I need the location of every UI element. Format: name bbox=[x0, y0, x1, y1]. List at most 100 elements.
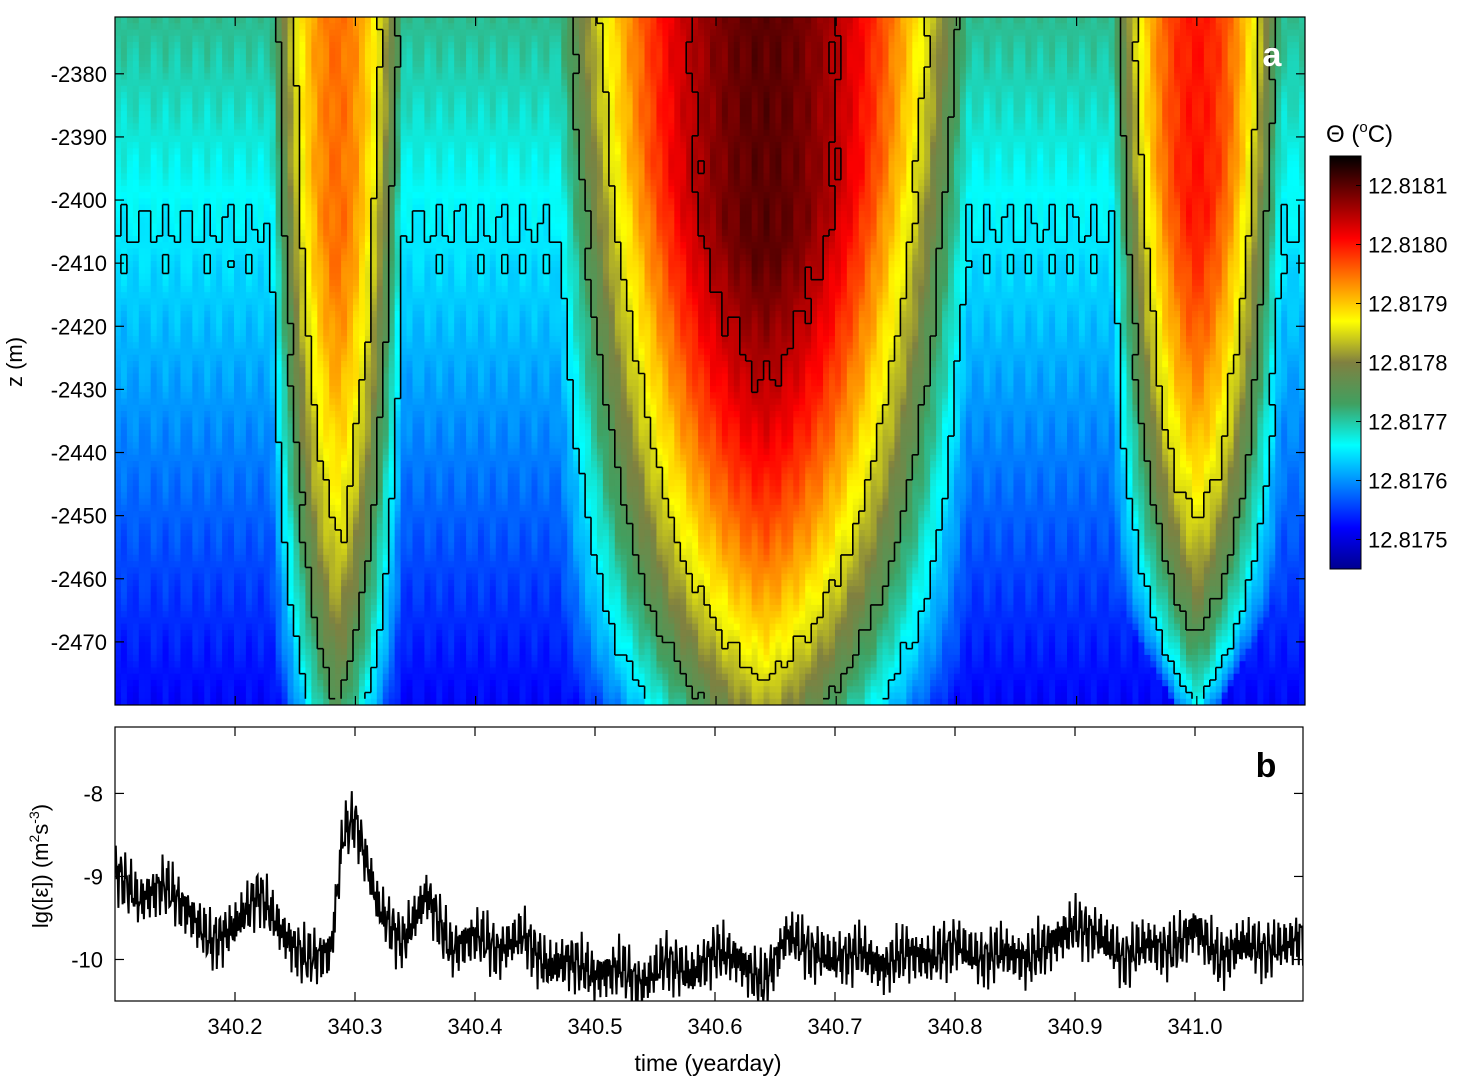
heatmap-cell bbox=[198, 36, 205, 43]
heatmap-cell bbox=[395, 167, 402, 174]
heatmap-cell bbox=[1025, 86, 1032, 93]
heatmap-cell bbox=[1127, 86, 1134, 93]
heatmap-cell bbox=[645, 130, 652, 137]
heatmap-cell bbox=[561, 142, 568, 149]
heatmap-cell bbox=[395, 123, 402, 130]
heatmap-cell bbox=[228, 48, 235, 55]
heatmap-cell bbox=[1138, 23, 1145, 30]
heatmap-cell bbox=[656, 123, 663, 130]
heatmap-cell bbox=[508, 61, 515, 68]
heatmap-cell bbox=[865, 167, 872, 174]
heatmap-cell bbox=[1079, 98, 1086, 105]
heatmap-cell bbox=[127, 123, 134, 130]
heatmap-cell bbox=[186, 111, 193, 118]
heatmap-cell bbox=[680, 98, 687, 105]
heatmap-cell bbox=[704, 98, 711, 105]
heatmap-cell bbox=[591, 117, 598, 124]
heatmap-cell bbox=[996, 86, 1003, 93]
heatmap-cell bbox=[906, 73, 913, 80]
heatmap-cell bbox=[508, 36, 515, 43]
heatmap-cell bbox=[990, 42, 997, 49]
heatmap-cell bbox=[1228, 17, 1235, 24]
heatmap-cell bbox=[413, 48, 420, 55]
heatmap-cell bbox=[317, 55, 324, 62]
heatmap-cell bbox=[496, 73, 503, 80]
heatmap-cell bbox=[841, 42, 848, 49]
heatmap-cell bbox=[627, 92, 634, 99]
heatmap-cell bbox=[734, 130, 741, 137]
heatmap-cell bbox=[573, 42, 580, 49]
heatmap-cell bbox=[1109, 136, 1116, 143]
heatmap-cell bbox=[1186, 142, 1193, 149]
heatmap-cell bbox=[900, 117, 907, 124]
heatmap-cell bbox=[847, 105, 854, 112]
heatmap-cell bbox=[775, 86, 782, 93]
heatmap-cell bbox=[651, 142, 658, 149]
heatmap-cell bbox=[1210, 161, 1217, 168]
heatmap-cell bbox=[746, 117, 753, 124]
heatmap-cell bbox=[710, 105, 717, 112]
heatmap-cell bbox=[496, 117, 503, 124]
heatmap-cell bbox=[418, 36, 425, 43]
heatmap-cell bbox=[853, 42, 860, 49]
heatmap-cell bbox=[853, 73, 860, 80]
heatmap-cell bbox=[413, 142, 420, 149]
heatmap-cell bbox=[698, 148, 705, 155]
heatmap-cell bbox=[942, 73, 949, 80]
heatmap-cell bbox=[1246, 61, 1253, 68]
heatmap-cell bbox=[186, 167, 193, 174]
heatmap-cell bbox=[823, 117, 830, 124]
heatmap-cell bbox=[1192, 155, 1199, 162]
heatmap-cell bbox=[496, 48, 503, 55]
heatmap-cell bbox=[656, 48, 663, 55]
heatmap-cell bbox=[1121, 98, 1128, 105]
heatmap-cell bbox=[436, 155, 443, 162]
heatmap-cell bbox=[127, 55, 134, 62]
heatmap-cell bbox=[121, 148, 128, 155]
heatmap-cell bbox=[1121, 30, 1128, 37]
heatmap-cell bbox=[722, 98, 729, 105]
heatmap-cell bbox=[1198, 167, 1205, 174]
heatmap-cell bbox=[264, 36, 271, 43]
heatmap-cell bbox=[407, 23, 414, 30]
heatmap-cell bbox=[490, 48, 497, 55]
heatmap-cell bbox=[1073, 73, 1080, 80]
heatmap-cell bbox=[204, 161, 211, 168]
heatmap-cell bbox=[889, 148, 896, 155]
heatmap-cell bbox=[1174, 73, 1181, 80]
heatmap-cell bbox=[365, 142, 372, 149]
heatmap-cell bbox=[216, 86, 223, 93]
heatmap-cell bbox=[1127, 155, 1134, 162]
heatmap-cell bbox=[115, 48, 122, 55]
heatmap-cell bbox=[698, 130, 705, 137]
heatmap-cell bbox=[228, 36, 235, 43]
heatmap-cell bbox=[192, 155, 199, 162]
heatmap-cell bbox=[805, 80, 812, 87]
heatmap-cell bbox=[508, 111, 515, 118]
heatmap-cell bbox=[252, 36, 259, 43]
heatmap-cell bbox=[228, 123, 235, 130]
heatmap-cell bbox=[549, 36, 556, 43]
heatmap-cell bbox=[704, 148, 711, 155]
heatmap-cell bbox=[954, 148, 961, 155]
heatmap-cell bbox=[1073, 142, 1080, 149]
heatmap-cell bbox=[1269, 161, 1276, 168]
heatmap-cell bbox=[906, 23, 913, 30]
heatmap-cell bbox=[436, 123, 443, 130]
heatmap-cell bbox=[865, 123, 872, 130]
heatmap-cell bbox=[865, 17, 872, 24]
heatmap-cell bbox=[139, 55, 146, 62]
heatmap-cell bbox=[175, 42, 182, 49]
heatmap-cell bbox=[1008, 111, 1015, 118]
heatmap-cell bbox=[740, 73, 747, 80]
heatmap-cell bbox=[365, 92, 372, 99]
heatmap-cell bbox=[1019, 123, 1026, 130]
heatmap-cell bbox=[198, 23, 205, 30]
heatmap-cell bbox=[1025, 17, 1032, 24]
heatmap-cell bbox=[383, 142, 390, 149]
heatmap-cell bbox=[883, 123, 890, 130]
heatmap-cell bbox=[460, 30, 467, 37]
heatmap-cell bbox=[841, 130, 848, 137]
heatmap-cell bbox=[413, 17, 420, 24]
heatmap-cell bbox=[912, 92, 919, 99]
